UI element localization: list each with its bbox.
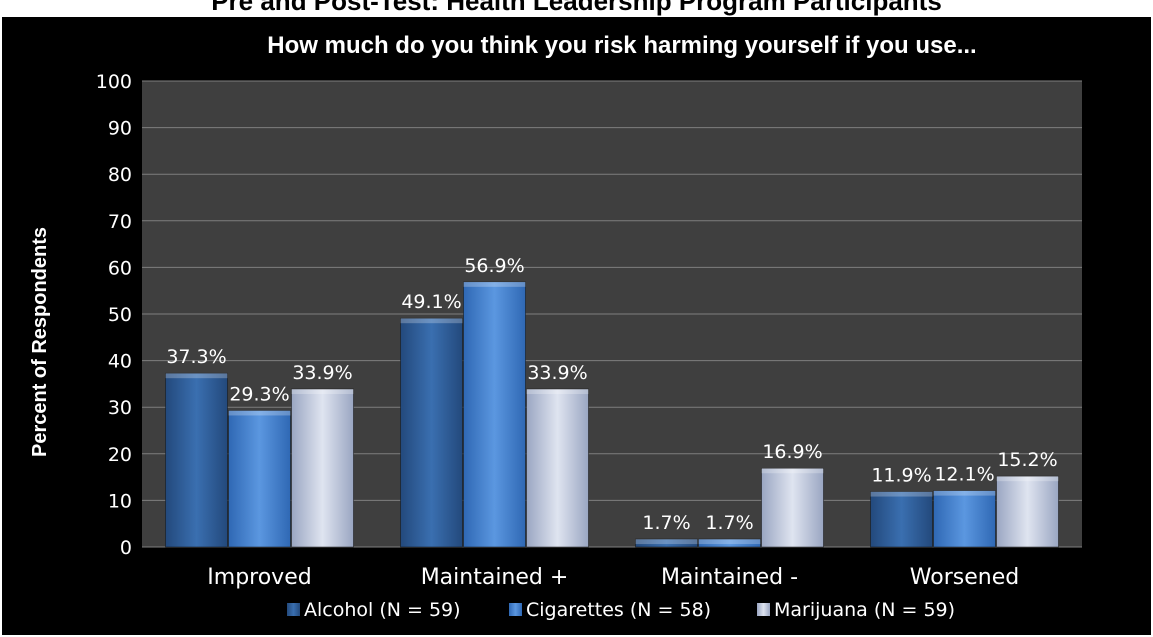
clipped-page-title: Pre and Post-Test: Health Leadership Pro… — [211, 0, 942, 16]
x-tick-label: Maintained - — [661, 565, 798, 590]
data-label: 11.9% — [871, 465, 931, 487]
bar-bevel — [463, 281, 526, 287]
bar — [463, 281, 526, 548]
y-tick-label: 0 — [120, 537, 132, 559]
y-axis-label: Percent of Respondents — [29, 227, 51, 457]
bar — [635, 538, 698, 548]
bar-bevel — [635, 539, 698, 545]
bar-chart: How much do you think you risk harming y… — [29, 32, 1082, 621]
bar-bevel — [996, 476, 1059, 482]
bar — [698, 538, 761, 548]
legend-swatch — [757, 603, 770, 616]
data-label: 29.3% — [229, 383, 289, 405]
data-label: 12.1% — [934, 464, 994, 486]
legend: Alcohol (N = 59) Cigarettes (N = 58) Marij… — [287, 599, 955, 621]
data-label: 56.9% — [464, 255, 524, 277]
legend-swatch — [509, 603, 522, 616]
bar — [933, 490, 996, 548]
bar-bevel — [165, 373, 228, 379]
x-tick-label: Maintained + — [421, 565, 569, 590]
data-label: 16.9% — [762, 441, 822, 463]
y-tick-label: 100 — [96, 71, 132, 93]
data-labels: 37.3%29.3%33.9%49.1%56.9%33.9%1.7% 1.7%16… — [166, 255, 1057, 534]
legend-swatch — [287, 603, 300, 616]
y-tick-label: 60 — [108, 257, 132, 279]
y-axis-ticks: 0 10 20 30 40 50 60 70 80 90 100 — [96, 71, 132, 559]
x-tick-label: Worsened — [910, 565, 1019, 590]
bar-bevel — [761, 468, 824, 474]
bar-bevel — [870, 491, 933, 497]
data-label: 49.1% — [401, 291, 461, 313]
chart-frame: How much do you think you risk harming y… — [2, 17, 1151, 635]
y-tick-label: 20 — [108, 444, 132, 466]
bar — [870, 491, 933, 548]
bars — [165, 281, 1059, 548]
data-label: 15.2% — [997, 449, 1057, 471]
bar — [761, 467, 824, 548]
bar — [526, 388, 589, 548]
bar — [996, 475, 1059, 548]
bar — [165, 372, 228, 548]
data-label: 37.3% — [166, 346, 226, 368]
bar — [291, 388, 354, 548]
legend-label: Alcohol (N = 59) — [304, 599, 461, 621]
x-tick-label: Improved — [207, 565, 311, 590]
y-tick-label: 70 — [108, 211, 132, 233]
bar-bevel — [291, 389, 354, 395]
bar — [228, 410, 291, 548]
data-label: 33.9% — [527, 362, 587, 384]
bar — [400, 317, 463, 548]
bar-bevel — [400, 318, 463, 324]
y-tick-label: 80 — [108, 164, 132, 186]
bar-bevel — [526, 389, 589, 395]
y-tick-label: 90 — [108, 118, 132, 140]
chart-title: How much do you think you risk harming y… — [267, 32, 976, 59]
x-axis-ticks: Improved Maintained + Maintained - Worsened — [207, 565, 1019, 590]
data-label: 33.9% — [292, 362, 352, 384]
legend-label: Marijuana (N = 59) — [774, 599, 955, 621]
bar-bevel — [698, 539, 761, 545]
data-label: 1.7% — [705, 512, 753, 534]
legend-label: Cigarettes (N = 58) — [526, 599, 711, 621]
y-tick-label: 50 — [108, 304, 132, 326]
data-label: 1.7% — [642, 512, 690, 534]
bar-bevel — [228, 410, 291, 416]
y-tick-label: 10 — [108, 490, 132, 512]
y-tick-label: 30 — [108, 397, 132, 419]
y-tick-label: 40 — [108, 351, 132, 373]
bar-bevel — [933, 490, 996, 496]
